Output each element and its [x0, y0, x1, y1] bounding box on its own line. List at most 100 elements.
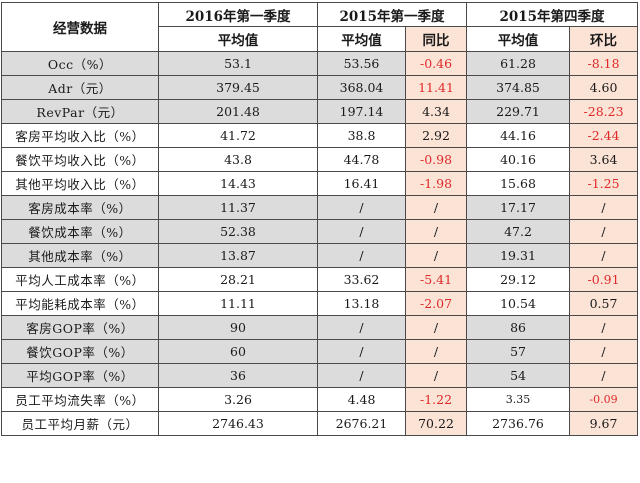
row-label: 员工平均月薪（元） — [1, 411, 159, 436]
cell-2016q1-avg: 43.8 — [158, 147, 318, 172]
cell-yoy: / — [404, 339, 468, 364]
cell-2015q4-avg: 3.35 — [466, 387, 571, 412]
cell-2015q4-avg: 86 — [466, 315, 571, 340]
table-row: 餐饮成本率（%） 52.38//47.2/ — [1, 219, 639, 244]
cell-2016q1-avg: 379.45 — [158, 75, 318, 100]
cell-yoy: 70.22 — [404, 411, 468, 436]
cell-qoq: 3.64 — [569, 147, 639, 172]
cell-2016q1-avg: 41.72 — [158, 123, 318, 148]
cell-qoq: -1.25 — [569, 171, 639, 196]
cell-2015q1-avg: 38.8 — [317, 123, 406, 148]
cell-qoq: 4.60 — [569, 75, 639, 100]
cell-qoq: -28.23 — [569, 99, 639, 124]
cell-yoy: 2.92 — [404, 123, 468, 148]
table-row: Occ（%） 53.1 53.56 -0.46 61.28 -8.18 — [1, 51, 639, 76]
cell-2015q1-avg: 44.78 — [317, 147, 406, 172]
cell-2015q4-avg: 61.28 — [466, 51, 571, 76]
cell-yoy: -5.41 — [404, 267, 468, 292]
cell-qoq: / — [569, 219, 639, 244]
cell-qoq: -0.09 — [569, 387, 639, 412]
table-row: 其他成本率（%） 13.87//19.31/ — [1, 243, 639, 268]
table-row: 员工平均流失率（%） 3.26 4.48 -1.22 3.35 -0.09 — [1, 387, 639, 412]
cell-2016q1-avg: 28.21 — [158, 267, 318, 292]
cell-2015q4-avg: 40.16 — [466, 147, 571, 172]
cell-yoy: 4.34 — [404, 99, 468, 124]
row-label: RevPar（元） — [1, 99, 159, 124]
avg-header-2015q1: 平均值 — [317, 26, 406, 52]
table-row: 平均能耗成本率（%） 11.11 13.18 -2.07 10.54 0.57 — [1, 291, 639, 316]
cell-2015q4-avg: 44.16 — [466, 123, 571, 148]
table-row: 其他平均收入比（%） 14.43 16.41 -1.98 15.68 -1.25 — [1, 171, 639, 196]
row-label: 其他平均收入比（%） — [1, 171, 159, 196]
cell-2015q1-avg: / — [317, 363, 406, 388]
cell-2016q1-avg: 11.37 — [158, 195, 318, 220]
row-label: 餐饮平均收入比（%） — [1, 147, 159, 172]
row-label: 平均能耗成本率（%） — [1, 291, 159, 316]
cell-yoy: -1.22 — [404, 387, 468, 412]
row-label: 客房平均收入比（%） — [1, 123, 159, 148]
cell-2015q1-avg: / — [317, 243, 406, 268]
cell-yoy: -0.98 — [404, 147, 468, 172]
table-row: 员工平均月薪（元） 2746.43 2676.21 70.22 2736.76 9.67 — [1, 411, 639, 436]
cell-2015q4-avg: 17.17 — [466, 195, 571, 220]
period-header-2015q1: 2015年第一季度 — [316, 2, 468, 27]
cell-qoq: -0.91 — [569, 267, 639, 292]
cell-yoy: / — [404, 363, 468, 388]
cell-2015q1-avg: / — [317, 195, 406, 220]
qoq-header: 环比 — [569, 26, 639, 52]
cell-2015q4-avg: 229.71 — [466, 99, 571, 124]
row-label: 客房GOP率（%） — [1, 315, 159, 340]
cell-2016q1-avg: 53.1 — [158, 51, 318, 76]
cell-qoq: / — [569, 195, 639, 220]
cell-2015q4-avg: 29.12 — [466, 267, 571, 292]
cell-2015q1-avg: 33.62 — [317, 267, 406, 292]
cell-2015q1-avg: 4.48 — [317, 387, 406, 412]
header-row-1: 经营数据 2016年第一季度 2015年第一季度 2015年第四季度 — [1, 2, 639, 52]
cell-qoq: / — [569, 315, 639, 340]
table-row: 客房成本率（%） 11.37//17.17/ — [1, 195, 639, 220]
cell-qoq: 9.67 — [569, 411, 639, 436]
header-row-2: 平均值 平均值 同比 平均值 环比 — [2, 26, 639, 52]
cell-qoq: -2.44 — [569, 123, 639, 148]
cell-yoy: / — [404, 219, 468, 244]
cell-2016q1-avg: 36 — [158, 363, 318, 388]
row-label: 平均人工成本率（%） — [1, 267, 159, 292]
table-body: Occ（%） 53.1 53.56 -0.46 61.28 -8.18 Adr（元） 379.… — [1, 51, 639, 436]
yoy-header: 同比 — [404, 26, 468, 52]
cell-2015q4-avg: 57 — [466, 339, 571, 364]
cell-2015q1-avg: 2676.21 — [317, 411, 406, 436]
row-label: Occ（%） — [1, 51, 159, 76]
cell-2015q1-avg: / — [317, 339, 406, 364]
cell-2015q1-avg: / — [317, 315, 406, 340]
cell-2015q4-avg: 15.68 — [466, 171, 571, 196]
cell-qoq: / — [569, 243, 639, 268]
cell-2015q1-avg: 368.04 — [317, 75, 406, 100]
table-row: 餐饮GOP率（%） 60//57/ — [1, 339, 639, 364]
table-row: 餐饮平均收入比（%） 43.8 44.78 -0.98 40.16 3.64 — [1, 147, 639, 172]
table-row: 客房GOP率（%） 90//86/ — [1, 315, 639, 340]
row-label: 客房成本率（%） — [1, 195, 159, 220]
cell-2016q1-avg: 13.87 — [158, 243, 318, 268]
row-label: 餐饮成本率（%） — [1, 219, 159, 244]
period-header-2015q4: 2015年第四季度 — [466, 2, 639, 27]
cell-2015q1-avg: / — [317, 219, 406, 244]
row-label: 其他成本率（%） — [1, 243, 159, 268]
avg-header-2015q4: 平均值 — [466, 26, 571, 52]
table-row: 平均GOP率（%） 36//54/ — [1, 363, 639, 388]
cell-2015q4-avg: 374.85 — [466, 75, 571, 100]
cell-2016q1-avg: 52.38 — [158, 219, 318, 244]
table-row: Adr（元） 379.45 368.04 11.41 374.85 4.60 — [1, 75, 639, 100]
cell-yoy: -2.07 — [404, 291, 468, 316]
cell-2015q1-avg: 16.41 — [317, 171, 406, 196]
table-row: 客房平均收入比（%） 41.72 38.8 2.92 44.16 -2.44 — [1, 123, 639, 148]
cell-2015q4-avg: 2736.76 — [466, 411, 571, 436]
cell-2016q1-avg: 14.43 — [158, 171, 318, 196]
operating-data-table: 经营数据 2016年第一季度 2015年第一季度 2015年第四季度 平均值 平… — [1, 2, 639, 436]
cell-2015q1-avg: 53.56 — [317, 51, 406, 76]
cell-2016q1-avg: 90 — [158, 315, 318, 340]
cell-yoy: / — [404, 315, 468, 340]
cell-qoq: / — [569, 339, 639, 364]
cell-2016q1-avg: 11.11 — [158, 291, 318, 316]
cell-2015q1-avg: 197.14 — [317, 99, 406, 124]
